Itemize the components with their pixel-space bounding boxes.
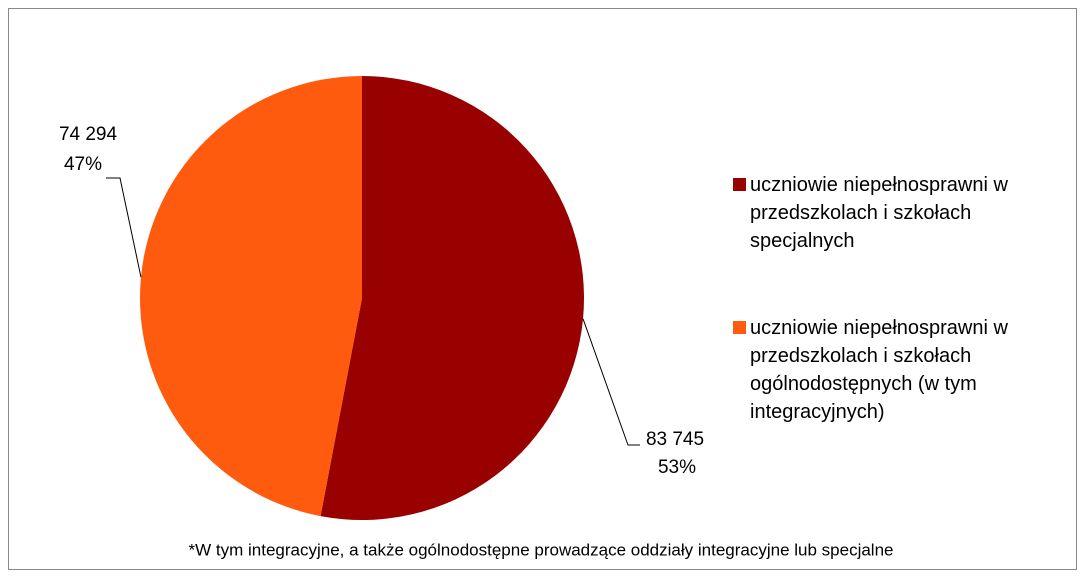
value-label: 83 745 <box>646 429 704 450</box>
legend-label: uczniowie niepełnosprawni w przedszkolac… <box>750 317 1008 423</box>
legend-swatch <box>733 178 746 191</box>
leader-line <box>106 177 142 278</box>
percent-label: 47% <box>64 154 102 175</box>
legend-item: uczniowie niepełnosprawni w przedszkolac… <box>733 314 1078 426</box>
footnote: *W tym integracyjne, a także ogólnodostę… <box>189 540 894 559</box>
pie-slice <box>320 76 584 520</box>
leader-line <box>582 318 640 446</box>
pie-slice <box>140 76 362 517</box>
legend-label: uczniowie niepełnosprawni w przedszkolac… <box>750 174 1008 252</box>
value-label: 74 294 <box>59 124 118 145</box>
legend-item: uczniowie niepełnosprawni w przedszkolac… <box>733 171 1078 255</box>
percent-label: 53% <box>658 457 696 478</box>
legend-swatch <box>733 321 746 334</box>
